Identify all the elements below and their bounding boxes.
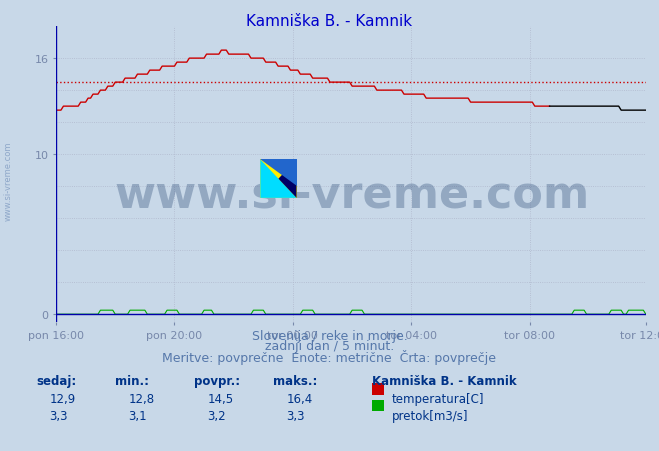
Text: Kamniška B. - Kamnik: Kamniška B. - Kamnik [246, 14, 413, 29]
Text: 12,9: 12,9 [49, 392, 76, 405]
Text: Meritve: povprečne  Enote: metrične  Črta: povprečje: Meritve: povprečne Enote: metrične Črta:… [163, 349, 496, 364]
Text: 3,1: 3,1 [129, 409, 147, 422]
Text: Slovenija / reke in morje.: Slovenija / reke in morje. [252, 329, 407, 342]
Polygon shape [260, 160, 297, 198]
Text: www.si-vreme.com: www.si-vreme.com [3, 141, 13, 220]
Text: 14,5: 14,5 [208, 392, 234, 405]
Text: maks.:: maks.: [273, 374, 318, 387]
Text: 12,8: 12,8 [129, 392, 155, 405]
Text: www.si-vreme.com: www.si-vreme.com [115, 173, 590, 216]
Text: 16,4: 16,4 [287, 392, 313, 405]
Text: min.:: min.: [115, 374, 150, 387]
Text: temperatura[C]: temperatura[C] [392, 392, 484, 405]
Text: 3,2: 3,2 [208, 409, 226, 422]
Text: pretok[m3/s]: pretok[m3/s] [392, 409, 469, 422]
Text: sedaj:: sedaj: [36, 374, 76, 387]
Polygon shape [260, 160, 297, 187]
Text: Kamniška B. - Kamnik: Kamniška B. - Kamnik [372, 374, 517, 387]
Polygon shape [279, 160, 297, 198]
Text: zadnji dan / 5 minut.: zadnji dan / 5 minut. [265, 339, 394, 352]
Text: 3,3: 3,3 [287, 409, 305, 422]
Text: povpr.:: povpr.: [194, 374, 241, 387]
Text: 3,3: 3,3 [49, 409, 68, 422]
